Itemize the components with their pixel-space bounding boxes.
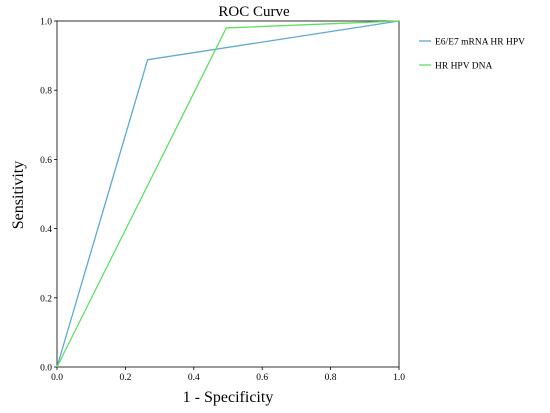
y-tick-label: 0.8	[40, 87, 52, 97]
x-tick-label: 0.4	[188, 373, 200, 383]
x-tick-label: 0.0	[51, 373, 63, 383]
x-tick-label: 0.2	[119, 373, 131, 383]
y-tick-label: 0.4	[40, 225, 52, 235]
y-tick-label: 0.6	[40, 156, 52, 166]
x-axis-title: 1 - Specificity	[183, 389, 274, 406]
x-tick-label: 0.8	[325, 373, 337, 383]
legend-label: E6/E7 mRNA HR HPV	[435, 38, 525, 48]
series-line-e6-e7-mrna-hr-hpv	[56, 20, 400, 368]
y-axis-title: Sensitivity	[10, 161, 27, 229]
y-tick-label: 1.0	[40, 18, 52, 28]
legend: E6/E7 mRNA HR HPV HR HPV DNA	[419, 38, 525, 72]
chart-title: ROC Curve	[218, 4, 290, 20]
x-tick-label: 0.6	[256, 373, 268, 383]
x-axis-ticks: 0.0 0.2 0.4 0.6 0.8 1.0	[51, 367, 405, 383]
plot-frame	[56, 20, 400, 368]
x-tick-label: 1.0	[393, 373, 405, 383]
roc-series-group	[56, 20, 400, 368]
legend-label: HR HPV DNA	[435, 62, 493, 72]
y-axis-ticks: 0.0 0.2 0.4 0.6 0.8 1.0	[40, 18, 57, 374]
y-tick-label: 0.2	[40, 294, 52, 304]
series-line-hr-hpv-dna	[56, 20, 400, 368]
y-tick-label: 0.0	[40, 364, 52, 374]
